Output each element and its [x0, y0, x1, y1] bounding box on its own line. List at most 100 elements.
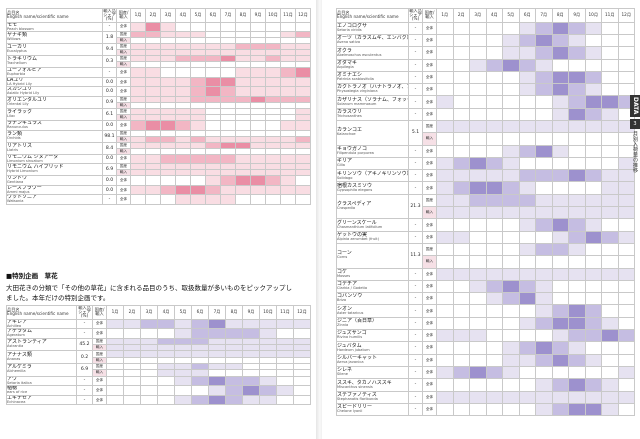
month-cell: [485, 181, 503, 195]
month-cell: [280, 194, 296, 205]
month-cell: [584, 279, 602, 294]
item-name-ja: ラナンキュラス: [7, 120, 42, 126]
header-month-2: 2月: [123, 305, 141, 320]
import-share: -: [76, 394, 93, 406]
month-cell: [295, 76, 311, 88]
item-name-cell: カクトラノオ（ハナトラノオ、フィソステギア）Physostegia virgin…: [336, 83, 409, 97]
month-cell: [551, 353, 569, 367]
month-cell: [452, 329, 470, 343]
month-cell: [535, 353, 553, 367]
item-name-en: Peach blossom: [7, 26, 34, 31]
origin-type: 全体: [422, 341, 437, 355]
import-share: -: [102, 21, 117, 33]
header-month-10: 10月: [259, 305, 277, 320]
table-row: アナナス類 Ananas 0.2 国産: [6, 350, 311, 364]
month-cell: [469, 46, 487, 60]
item-name-ja: オダマキ: [337, 59, 358, 66]
header-month-4: 4月: [175, 8, 191, 23]
month-cell: [568, 218, 586, 232]
month-cell: [160, 175, 176, 186]
month-cell: [436, 107, 454, 121]
month-cell: [551, 378, 569, 392]
item-name-cell: ラナンキュラス Ranunculus: [6, 120, 103, 131]
item-name-ja: コーン: [337, 250, 352, 257]
month-cell: [208, 394, 226, 406]
month-cell: [518, 95, 536, 109]
item-name-ja: スピードリリー: [337, 404, 373, 411]
month-cell: [157, 385, 175, 396]
table-row: オミナエシ Patrinia scabiosifolia - 全体: [336, 70, 635, 85]
month-cell: [617, 292, 635, 306]
month-cell: [518, 181, 536, 195]
month-cell: [502, 107, 520, 121]
month-cell: [295, 169, 311, 177]
origin-type: 全体: [422, 316, 437, 331]
item-name-en: Watsonia: [7, 199, 24, 204]
month-cell: [145, 153, 161, 165]
month-cell: [601, 279, 619, 294]
month-cell: [518, 132, 536, 146]
month-cell: [584, 107, 602, 121]
header-name: 品目名 English name/scientific name: [6, 8, 103, 23]
month-cell: [220, 120, 236, 131]
month-cell: [535, 329, 553, 343]
month-cell: [551, 70, 569, 85]
item-name-cell: シオン Aster tataricus: [336, 304, 409, 318]
month-cell: [584, 119, 602, 134]
month-cell: [469, 193, 487, 208]
header-month-3: 3月: [160, 8, 176, 23]
month-cell: [469, 58, 487, 72]
month-cell: [551, 365, 569, 380]
month-cell: [191, 328, 209, 339]
item-name-en: Gilia: [337, 163, 345, 168]
month-cell: [175, 67, 191, 78]
month-cell: [205, 153, 221, 165]
month-cell: [436, 329, 454, 343]
month-cell: [220, 194, 236, 205]
item-name-ja: リモニウム ハイブリッド: [7, 164, 64, 171]
table-row: キリンソウ（アキノキリンソウ） Solidago - 全体: [336, 169, 635, 183]
item-name-en: Setaria italica: [7, 380, 32, 385]
origin-type: 全体: [116, 86, 131, 97]
month-cell: [617, 267, 635, 281]
right-page: 品目名 English name/scientific name 輸入品シェア(%…: [322, 0, 640, 439]
month-cell: [436, 390, 454, 404]
month-cell: [205, 194, 221, 205]
month-cell: [293, 362, 311, 371]
table-row: リモニウム ハイブリッド Hybrid Limonium 6.9 国産: [6, 163, 311, 177]
table-row: ワットソニア Watsonia - 全体: [6, 194, 311, 205]
item-name-cell: カザリナス（ソラナム、フォックスフェイス）Solanum mammosum: [336, 95, 409, 109]
item-name-cell: ライラック Lilac: [6, 107, 103, 121]
item-name-cell: コーン Corns: [336, 242, 409, 269]
month-cell: [535, 378, 553, 392]
origin-type: 全体: [422, 83, 437, 97]
month-cell: [280, 67, 296, 78]
month-cell: [130, 175, 146, 186]
item-name-en: Gypsophila elegans: [337, 187, 373, 192]
header-month-11: 11月: [601, 8, 619, 23]
month-cell: [518, 218, 536, 232]
month-cell: [535, 46, 553, 60]
origin-type: 輸入: [422, 255, 437, 269]
month-cell: [469, 107, 487, 121]
item-name-en: Ammi majus: [7, 189, 30, 194]
header-type: 国産/輸入: [92, 305, 107, 320]
month-cell: [601, 119, 619, 134]
month-cell: [584, 390, 602, 404]
origin-type: 全体: [92, 375, 107, 387]
month-cell: [502, 365, 520, 380]
item-name-ja: シオン: [337, 305, 353, 312]
item-name-ja: カクトラノオ（ハナトラノオ、フィソステギア）: [337, 84, 408, 91]
month-cell: [485, 193, 503, 208]
origin-type: 全体: [116, 175, 131, 186]
month-cell: [235, 153, 251, 165]
item-name-cell: ゲットウの実 Alpinia zerumbet (fruit): [336, 230, 409, 244]
month-cell: [280, 184, 296, 196]
table-row: 宿根カスミソウ Gypsophila elegans - 全体: [336, 181, 635, 195]
origin-type: 全体: [92, 328, 107, 339]
month-cell: [485, 70, 503, 85]
month-cell: [617, 218, 635, 232]
month-cell: [145, 175, 161, 186]
month-cell: [601, 316, 619, 331]
month-cell: [617, 279, 635, 294]
